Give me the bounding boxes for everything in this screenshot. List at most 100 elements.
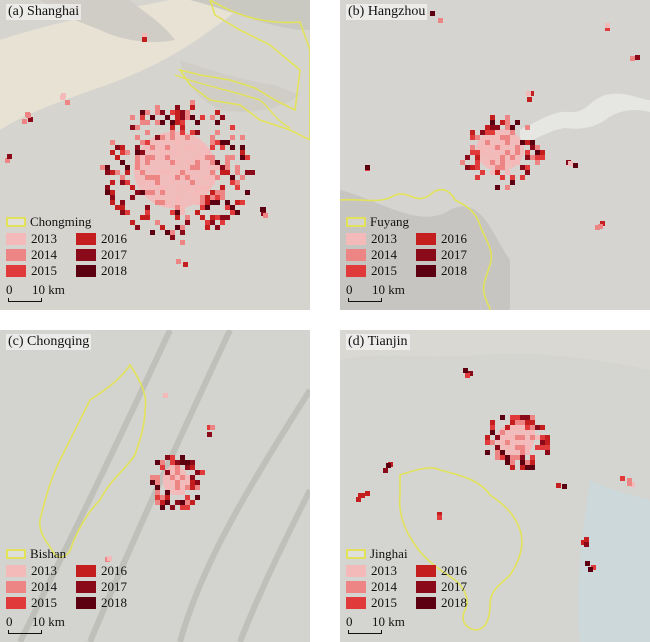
- urban-pixel: [180, 125, 185, 130]
- boundary-swatch: [6, 549, 26, 559]
- urban-pixel: [525, 420, 530, 425]
- satellite-map-hangzhou: [340, 0, 650, 310]
- urban-pixel: [145, 160, 150, 165]
- urban-pixel: [155, 195, 160, 200]
- urban-pixel: [490, 130, 495, 135]
- urban-pixel: [115, 145, 120, 150]
- legend-label: 2013: [371, 563, 397, 578]
- urban-pixel: [125, 165, 130, 170]
- urban-pixel: [180, 170, 185, 175]
- urban-pixel: [200, 195, 205, 200]
- urban-pixel: [535, 160, 540, 165]
- urban-pixel: [180, 455, 185, 460]
- urban-pixel: [175, 160, 180, 165]
- urban-pixel: [495, 150, 500, 155]
- urban-pixel: [525, 450, 530, 455]
- urban-pixel: [150, 230, 155, 235]
- urban-pixel: [500, 430, 505, 435]
- urban-pixel: [485, 125, 490, 130]
- urban-pixel: [215, 165, 220, 170]
- urban-pixel: [200, 470, 205, 475]
- legend-swatch: [346, 233, 366, 245]
- urban-pixel: [240, 155, 245, 160]
- urban-pixel: [185, 460, 190, 465]
- urban-pixel: [140, 115, 145, 120]
- urban-pixel: [155, 220, 160, 225]
- urban-pixel: [500, 120, 505, 125]
- legend-entry-2013: 2013: [346, 563, 416, 578]
- urban-pixel: [205, 225, 210, 230]
- urban-pixel: [180, 210, 185, 215]
- urban-pixel: [190, 465, 195, 470]
- urban-pixel: [205, 220, 210, 225]
- urban-pixel: [365, 165, 370, 170]
- urban-pixel: [190, 100, 195, 105]
- urban-pixel: [465, 373, 470, 378]
- urban-cluster-shanghai: [5, 33, 268, 267]
- legend-entry-2014: 2014: [346, 579, 416, 594]
- urban-pixel: [200, 155, 205, 160]
- urban-pixel: [535, 445, 540, 450]
- urban-pixel: [485, 160, 490, 165]
- urban-pixel: [220, 215, 225, 220]
- urban-pixel: [510, 130, 515, 135]
- urban-pixel: [490, 425, 495, 430]
- legend-entry-2018: 2018: [76, 263, 146, 278]
- urban-pixel: [155, 200, 160, 205]
- scale-line: [8, 630, 42, 634]
- legend-swatch: [76, 233, 96, 245]
- legend-swatch: [416, 233, 436, 245]
- urban-pixel: [500, 160, 505, 165]
- urban-pixel: [530, 460, 535, 465]
- urban-pixel: [540, 155, 545, 160]
- legend-entry-2015: 2015: [6, 263, 76, 278]
- urban-pixel: [180, 115, 185, 120]
- urban-pixel: [220, 165, 225, 170]
- scale-zero: 0: [6, 282, 13, 297]
- urban-pixel: [235, 165, 240, 170]
- urban-pixel: [160, 465, 165, 470]
- urban-pixel: [585, 561, 590, 566]
- urban-pixel: [480, 150, 485, 155]
- urban-pixel: [545, 450, 550, 455]
- urban-pixel: [437, 512, 442, 517]
- urban-pixel: [535, 155, 540, 160]
- legend-entry-2016: 2016: [76, 231, 146, 246]
- urban-pixel: [235, 210, 240, 215]
- urban-pixel: [525, 165, 530, 170]
- urban-pixel: [505, 185, 510, 190]
- urban-pixel: [540, 435, 545, 440]
- legend-label: 2015: [371, 595, 397, 610]
- urban-pixel: [635, 55, 640, 60]
- urban-pixel: [165, 490, 170, 495]
- urban-pixel: [495, 450, 500, 455]
- map-panel-hangzhou: (b) Hangzhou Fuyang 2013 2016 2014 2017 …: [340, 0, 650, 310]
- urban-pixel: [630, 56, 635, 61]
- urban-pixel: [190, 145, 195, 150]
- urban-pixel: [180, 490, 185, 495]
- urban-pixel: [520, 425, 525, 430]
- urban-pixel: [430, 11, 435, 16]
- urban-pixel: [520, 175, 525, 180]
- legend-entry-2015: 2015: [346, 595, 416, 610]
- urban-pixel: [505, 150, 510, 155]
- urban-pixel: [185, 145, 190, 150]
- urban-pixel: [110, 195, 115, 200]
- urban-pixel: [7, 154, 12, 159]
- urban-pixel: [220, 140, 225, 145]
- urban-pixel: [438, 18, 443, 23]
- urban-pixel: [135, 190, 140, 195]
- urban-pixel: [500, 440, 505, 445]
- urban-pixel: [150, 145, 155, 150]
- urban-pixel: [175, 140, 180, 145]
- urban-pixel: [195, 155, 200, 160]
- scale-bar: 0 10 km: [6, 282, 86, 304]
- urban-pixel: [500, 135, 505, 140]
- legend-swatch: [76, 249, 96, 261]
- urban-pixel: [505, 445, 510, 450]
- urban-pixel: [142, 33, 147, 38]
- urban-pixel: [175, 210, 180, 215]
- urban-pixel: [135, 225, 140, 230]
- panel-label: (b) Hangzhou: [346, 4, 428, 20]
- urban-pixel: [180, 500, 185, 505]
